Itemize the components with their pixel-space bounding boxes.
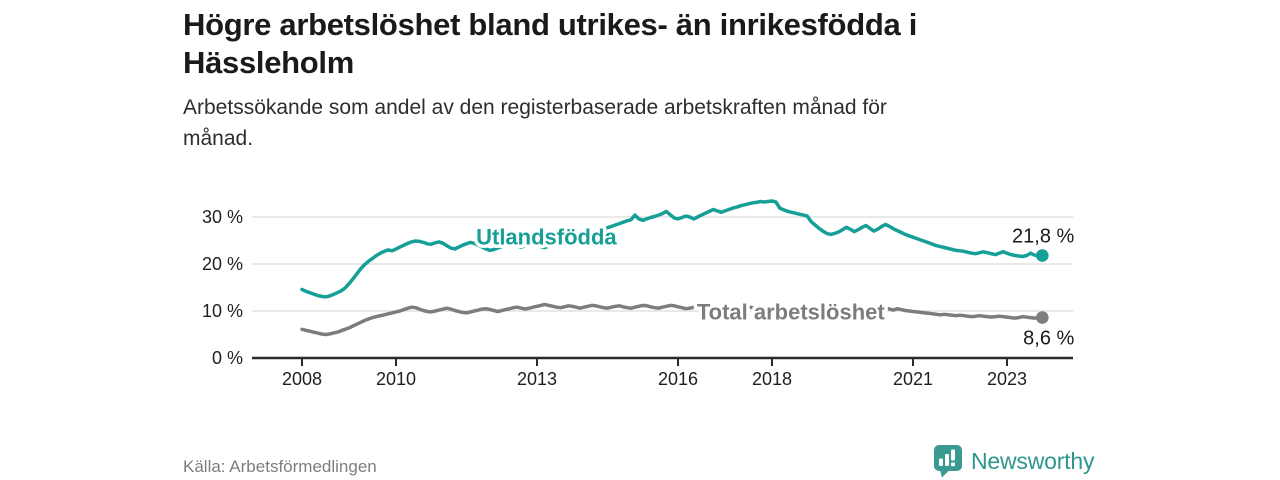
subtitle-line-2: månad.: [183, 127, 254, 150]
subtitle-line-1: Arbetssökande som andel av den registerb…: [183, 96, 887, 119]
page-title: Högre arbetslöshet bland utrikes- än inr…: [183, 6, 1133, 82]
y-tick-label: 0 %: [212, 348, 243, 368]
logo-exclamation-icon: [951, 449, 955, 461]
logo-bar-icon: [939, 458, 943, 466]
logo-badge-tail: [940, 470, 950, 478]
x-tick-label: 2010: [376, 369, 416, 389]
chart-svg: 0 % 10 % 20 % 30 % 2008 2010 2013 2016 2018 2021 2…: [202, 199, 1075, 389]
y-tick-label: 30 %: [202, 207, 243, 227]
y-tick-label: 20 %: [202, 254, 243, 274]
logo-bar-icon: [945, 454, 949, 466]
newsworthy-logo-icon: [934, 445, 962, 478]
logo-exclamation-dot-icon: [951, 462, 955, 467]
newsworthy-logo-text: Newsworthy: [971, 447, 1095, 474]
x-tick-label: 2016: [658, 369, 698, 389]
newsworthy-logo: Newsworthy: [933, 444, 1094, 478]
x-tick-label: 2023: [987, 369, 1027, 389]
series-end-dot-total: [1036, 311, 1049, 324]
x-tick-label: 2021: [893, 369, 933, 389]
title-line-2: Hässleholm: [183, 45, 355, 80]
source-note: Källa: Arbetsförmedlingen: [183, 457, 377, 476]
series-label-utlandsfodda: Utlandsfödda: [476, 225, 617, 250]
x-tick-label: 2018: [752, 369, 792, 389]
x-tick-label: 2008: [282, 369, 322, 389]
y-tick-label: 10 %: [202, 301, 243, 321]
series-line-total: [300, 302, 1045, 337]
series-end-dot-utlandsfodda: [1036, 249, 1049, 262]
series-label-total: Total arbetslöshet: [697, 300, 886, 325]
title-line-1: Högre arbetslöshet bland utrikes- än inr…: [183, 7, 918, 42]
chart-subtitle: Arbetssökande som andel av den registerb…: [183, 92, 1003, 154]
end-value-label-utlandsfodda: 21,8 %: [1012, 226, 1074, 248]
end-value-label-total: 8,6 %: [1023, 328, 1074, 350]
series-line-utlandsfodda: [300, 199, 1045, 299]
x-tick-label: 2013: [517, 369, 557, 389]
